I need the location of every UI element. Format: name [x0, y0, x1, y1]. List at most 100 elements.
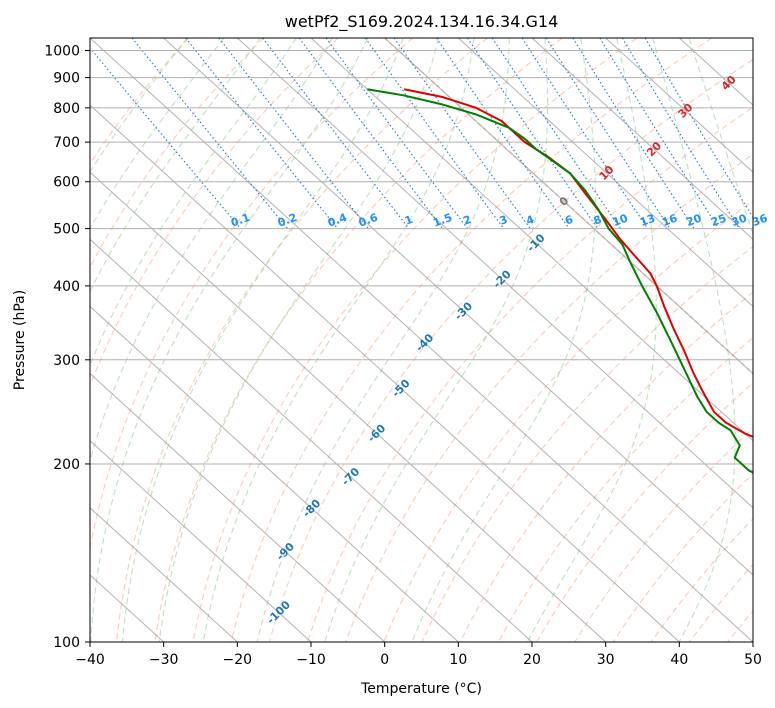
isotherm-line [90, 171, 607, 642]
mixing-ratio-label: 6 [563, 213, 575, 228]
moist-adiabat [90, 38, 261, 293]
isotherm-line [457, 38, 753, 308]
isotherm-line [531, 38, 753, 241]
mixing-ratio-line [325, 38, 468, 229]
y-tick-label: 300 [53, 353, 80, 369]
moist-adiabat [324, 38, 549, 642]
mixing-ratio-line [185, 38, 338, 229]
isotherm-line [90, 238, 533, 642]
mixing-ratio-label: 4 [524, 213, 536, 228]
moist-adiabat [90, 38, 369, 642]
y-tick-label: 800 [53, 101, 80, 117]
mixing-ratio-label: 10 [611, 211, 630, 229]
mixing-ratio-line [364, 38, 505, 229]
mixing-ratio-line [393, 38, 531, 229]
isotherm-line [605, 38, 753, 173]
isotherm-line [90, 439, 312, 642]
zero-degree-isotherm [384, 38, 753, 375]
mixing-ratio-label: 3 [498, 213, 510, 228]
moist-adiabat [202, 38, 475, 642]
dry-adiabat [192, 38, 638, 642]
mixing-ratio-line [521, 38, 649, 229]
plot-frame [89, 37, 754, 643]
dry-adiabat [268, 58, 753, 642]
isotherm-line [90, 507, 238, 642]
dry-adiabat [345, 153, 753, 642]
mixing-ratio-label: 0.2 [276, 211, 299, 230]
x-tick-label: −10 [296, 652, 326, 668]
y-tick-label: 1000 [44, 44, 80, 60]
isotherm-line [752, 38, 753, 39]
temperature-profile-line [403, 88, 753, 438]
y-tick-label: 400 [53, 279, 80, 295]
mixing-ratio-line [298, 38, 444, 229]
moist-adiabat [121, 38, 404, 642]
moist-adiabat [90, 38, 297, 367]
y-tick-label: 600 [53, 175, 80, 191]
mixing-ratio-line [545, 38, 671, 229]
y-tick-label: 100 [53, 635, 80, 651]
isotherm-line [90, 305, 459, 642]
dry-adiabat [766, 38, 775, 642]
isotherm-line [163, 38, 753, 576]
mixing-ratio-line [621, 38, 740, 229]
dry-adiabat [90, 38, 190, 165]
x-tick-label: 0 [380, 652, 389, 668]
mixing-ratio-label: 13 [638, 212, 657, 229]
x-axis-title: Temperature (°C) [360, 681, 482, 697]
mixing-ratio-line [90, 47, 242, 229]
mixing-ratio-line [491, 38, 621, 229]
mixing-ratio-line [467, 38, 599, 229]
mixing-ratio-label: 1 [403, 213, 415, 228]
x-tick-label: 30 [597, 652, 615, 668]
mixing-ratio-label: 2 [462, 213, 474, 228]
isotherm-line [310, 38, 753, 442]
dry-adiabat [154, 38, 563, 642]
mixing-ratio-label: 16 [660, 211, 679, 229]
moist-adiabat [256, 38, 510, 642]
mixing-ratio-label: 0.1 [229, 211, 252, 230]
mixing-ratio-line [599, 38, 720, 229]
dry-adiabat [116, 38, 488, 642]
mixing-ratio-label: 36 [750, 211, 769, 229]
x-tick-label: 50 [744, 652, 762, 668]
mixing-ratio-label: 20 [685, 211, 704, 229]
x-tick-label: −40 [75, 652, 105, 668]
x-tick-label: 10 [449, 652, 467, 668]
dry-adiabat [306, 106, 753, 642]
moist-adiabat [158, 38, 440, 642]
y-tick-label: 500 [53, 222, 80, 238]
chart-title: wetPf2_S169.2024.134.16.34.G14 [285, 12, 559, 32]
moist-adiabat [411, 38, 596, 642]
mixing-ratio-label: 0.4 [326, 211, 349, 230]
moist-adiabat [90, 38, 225, 230]
mixing-ratio-line [131, 38, 289, 229]
mixing-ratio-line [262, 38, 410, 229]
mixing-ratio-line [435, 38, 570, 229]
isotherm-line [90, 38, 753, 642]
x-tick-label: −20 [223, 652, 253, 668]
mixing-ratio-label: 8 [592, 213, 604, 228]
moist-adiabat [90, 38, 188, 173]
isotherm-line [90, 372, 386, 642]
x-tick-label: −30 [149, 652, 179, 668]
profile-lines [367, 88, 753, 474]
mixing-ratio-label: 1.5 [431, 211, 454, 230]
axis-ticks: −40 −30 −20 −10 0 10 20 30 40 5010020030040050060… [44, 44, 762, 668]
moist-adiabat [688, 38, 753, 236]
dry-adiabat [90, 38, 264, 269]
x-tick-label: 20 [523, 652, 541, 668]
y-tick-label: 900 [53, 71, 80, 87]
dry-adiabat [90, 38, 414, 552]
mixing-ratio-label: 30 [730, 211, 749, 229]
dewpoint-profile-line [367, 88, 753, 474]
moist-adiabat [652, 38, 736, 642]
y-axis-title: Pressure (hPa) [12, 290, 28, 390]
isotherm-line [236, 38, 753, 509]
moist-adiabat [90, 38, 333, 463]
y-tick-label: 700 [53, 135, 80, 151]
isotherm-line [90, 104, 680, 642]
background-lines [90, 38, 775, 642]
y-tick-label: 200 [53, 457, 80, 473]
